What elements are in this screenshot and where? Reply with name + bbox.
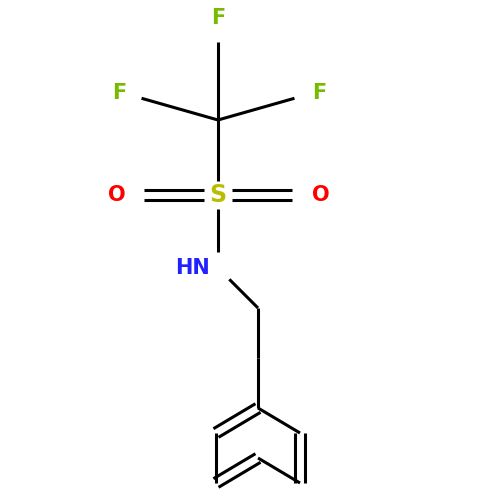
Text: O: O: [108, 185, 126, 205]
Text: O: O: [312, 185, 330, 205]
Text: F: F: [312, 83, 326, 103]
Text: S: S: [210, 183, 226, 207]
Text: HN: HN: [176, 258, 210, 278]
Text: F: F: [112, 83, 126, 103]
Text: F: F: [211, 8, 225, 28]
